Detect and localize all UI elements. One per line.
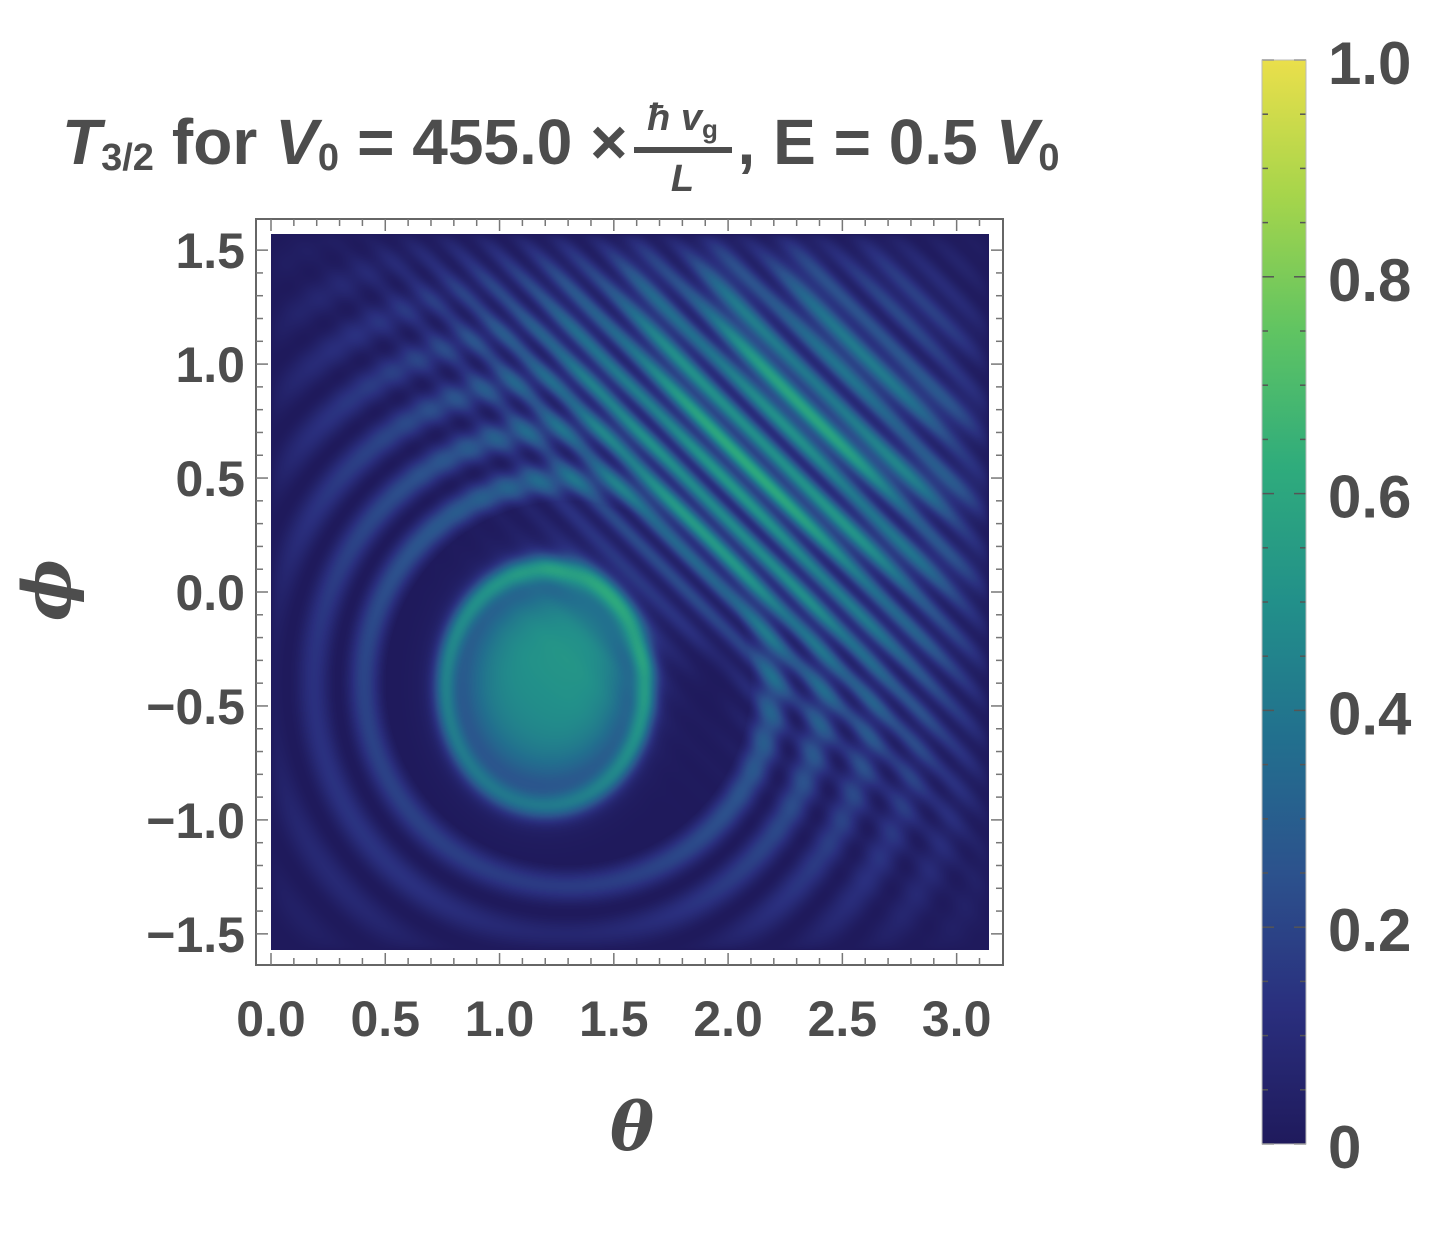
title-for-text: for	[171, 106, 258, 178]
y-tick-label: −1.0	[146, 793, 245, 849]
title-frac-numerator: ħ v	[647, 96, 703, 139]
colorbar-gradient	[1262, 60, 1306, 1144]
y-tick-label: 1.0	[175, 337, 245, 393]
colorbar-border	[1261, 59, 1307, 1145]
title-t-subscript: 3/2	[101, 136, 154, 179]
title-energy-unit-subscript: 0	[1038, 136, 1060, 179]
y-tick-label: −0.5	[146, 679, 245, 735]
y-axis-ticks: −1.5 −1.0 −0.5 0.0 0.5 1.0 1.5	[146, 223, 1003, 963]
y-tick-label: 1.5	[175, 223, 245, 279]
heatmap-layer	[271, 234, 989, 950]
colorbar-tick-label: 0.8	[1328, 247, 1411, 314]
x-tick-label: 0.0	[236, 991, 306, 1047]
colorbar-tick-label: 0	[1328, 1114, 1361, 1181]
colorbar-ticks: 0 0.2 0.4 0.6 0.8 1.0	[1261, 30, 1412, 1181]
x-tick-label: 2.0	[693, 991, 763, 1047]
title-energy-unit-symbol: V	[995, 106, 1039, 178]
x-axis-ticks: 0.0 0.5 1.0 1.5 2.0 2.5 3.0	[236, 219, 991, 1047]
heatmap-canvas	[271, 234, 989, 950]
title-v0-symbol: V	[275, 106, 318, 178]
title-energy-text: , E = 0.5	[737, 106, 978, 178]
colorbar-tick-label: 1.0	[1328, 30, 1411, 97]
x-axis-label: θ	[610, 1088, 654, 1166]
y-tick-label: −1.5	[146, 907, 245, 963]
y-axis-label: ϕ	[8, 559, 86, 621]
title-frac-denominator: L	[670, 157, 695, 200]
title-v0-subscript: 0	[317, 136, 340, 179]
title-fraction: ħ vg L	[633, 96, 732, 201]
x-tick-label: 0.5	[351, 991, 421, 1047]
title-equals-value: = 455.0 ×	[357, 106, 628, 178]
x-tick-label: 1.5	[579, 991, 649, 1047]
colorbar-tick-label: 0.2	[1328, 897, 1411, 964]
x-tick-label: 2.5	[808, 991, 878, 1047]
title-t-symbol: T	[62, 106, 102, 178]
colorbar-tick-label: 0.4	[1328, 680, 1412, 747]
colorbar: 0 0.2 0.4 0.6 0.8 1.0	[1261, 30, 1412, 1181]
title-frac-numerator-subscript: g	[702, 113, 718, 144]
y-tick-label: 0.0	[175, 565, 245, 621]
colorbar-tick-label: 0.6	[1328, 464, 1411, 531]
x-tick-label: 3.0	[922, 991, 992, 1047]
x-tick-label: 1.0	[465, 991, 535, 1047]
y-tick-label: 0.5	[175, 451, 245, 507]
